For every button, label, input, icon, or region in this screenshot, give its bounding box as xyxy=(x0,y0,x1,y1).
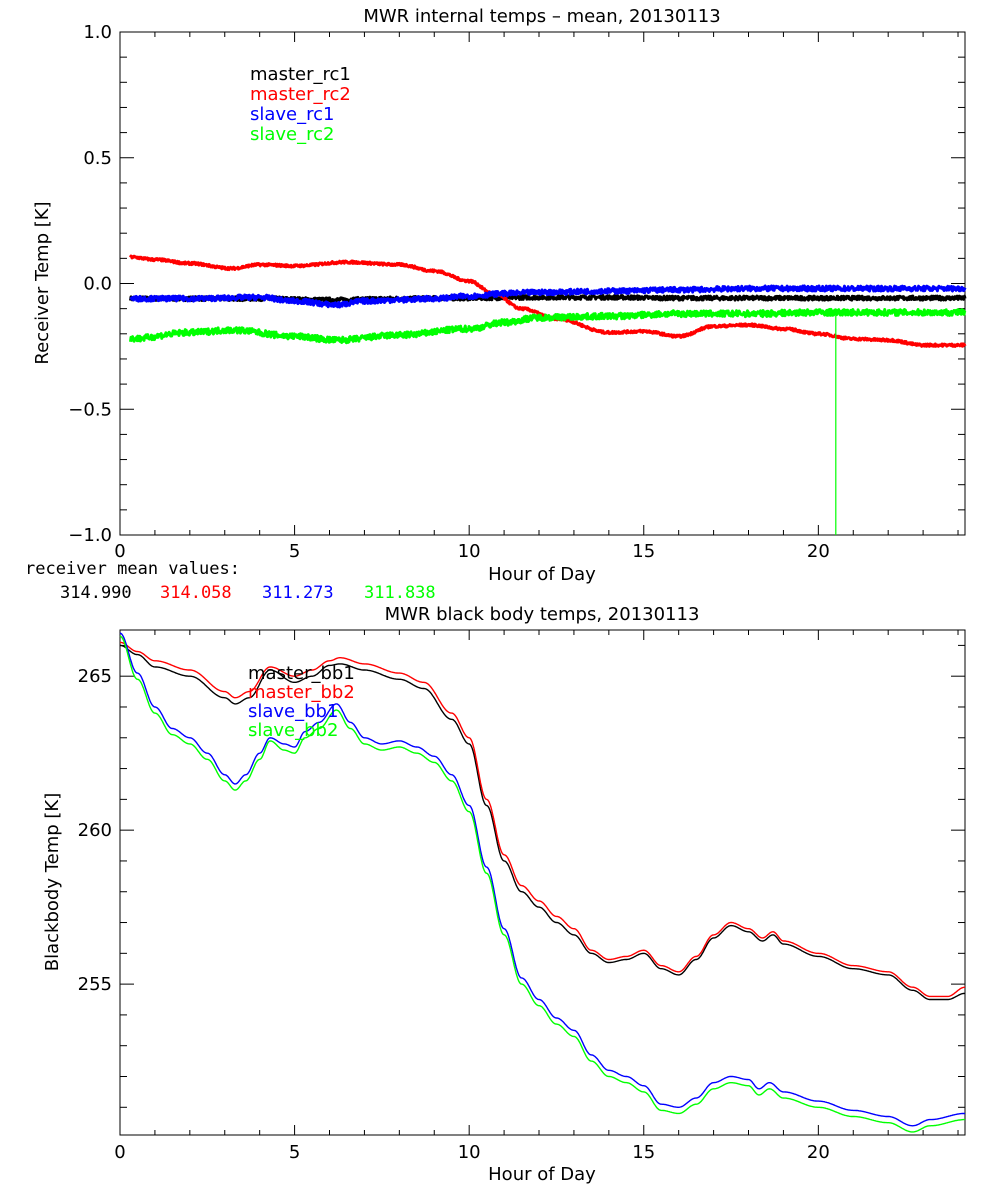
y-tick-label: 255 xyxy=(78,974,112,995)
y-tick-label: −0.5 xyxy=(68,399,112,420)
series-line-slave_bb1 xyxy=(119,632,966,1127)
plot-frame xyxy=(119,629,966,1136)
x-tick-label: 20 xyxy=(807,541,830,562)
receiver-mean-value-3: 311.273 xyxy=(262,583,334,603)
x-tick-label: 10 xyxy=(458,541,481,562)
legend-entry-master_rc2: master_rc2 xyxy=(250,84,351,105)
receiver-mean-value-4: 311.838 xyxy=(364,583,436,603)
y-tick-label: 0.5 xyxy=(83,148,112,169)
series-line-slave_rc2 xyxy=(129,307,967,345)
x-tick-labels: 0 5 10 15 20 xyxy=(114,1142,830,1163)
y-tick-labels: −1.0 −0.5 0.0 0.5 1.0 xyxy=(68,22,112,546)
legend-entry-slave_rc1: slave_rc1 xyxy=(250,104,335,125)
blackbody-temp-chart: MWR black body temps, 20130113 0 5 10 15 20 … xyxy=(42,604,966,1185)
y-axis-label: Blackbody Temp [K] xyxy=(42,793,63,971)
receiver-mean-values: receiver mean values: 314.990 314.058 31… xyxy=(25,559,436,603)
series-group xyxy=(119,632,966,1133)
x-tick-label: 5 xyxy=(289,1142,300,1163)
y-tick-label: 1.0 xyxy=(83,22,112,43)
chart-title: MWR internal temps – mean, 20130113 xyxy=(363,6,720,27)
y-tick-label: 260 xyxy=(78,820,112,841)
x-tick-label: 20 xyxy=(807,1142,830,1163)
x-tick-label: 10 xyxy=(458,1142,481,1163)
chart-title: MWR black body temps, 20130113 xyxy=(385,604,700,625)
tick-marks xyxy=(119,630,965,1135)
receiver-temp-chart: MWR internal temps – mean, 20130113 0 5 10… xyxy=(32,6,967,585)
x-tick-label: 15 xyxy=(632,1142,655,1163)
x-axis-label: Hour of Day xyxy=(488,1164,596,1185)
receiver-mean-value-2: 314.058 xyxy=(160,583,232,603)
legend-entry-slave_bb2: slave_bb2 xyxy=(248,720,338,741)
x-axis-label: Hour of Day xyxy=(488,564,596,585)
y-tick-labels: 255 260 265 xyxy=(78,666,112,995)
series-line-master_bb2 xyxy=(119,641,966,998)
y-tick-label: 265 xyxy=(78,666,112,687)
legend-entry-slave_bb1: slave_bb1 xyxy=(248,701,338,722)
x-tick-label: 0 xyxy=(114,1142,125,1163)
receiver-mean-label: receiver mean values: xyxy=(25,559,240,579)
legend-entry-master_rc1: master_rc1 xyxy=(250,64,351,85)
tick-marks xyxy=(119,31,965,536)
legend-entry-slave_rc2: slave_rc2 xyxy=(250,124,335,145)
x-tick-label: 5 xyxy=(289,541,300,562)
series-group xyxy=(129,254,967,535)
x-tick-label: 0 xyxy=(114,541,125,562)
series-line-slave_rc1 xyxy=(129,284,967,309)
series-line-master_bb1 xyxy=(119,644,965,1001)
y-tick-label: −1.0 xyxy=(68,525,112,546)
x-tick-label: 15 xyxy=(632,541,655,562)
x-tick-labels: 0 5 10 15 20 xyxy=(114,541,830,562)
series-line-slave_bb2 xyxy=(119,635,965,1133)
plot-frame xyxy=(119,31,966,536)
y-axis-label: Receiver Temp [K] xyxy=(32,201,53,364)
y-tick-label: 0.0 xyxy=(83,274,112,295)
legend-entry-master_bb1: master_bb1 xyxy=(248,663,355,684)
legend-entry-master_bb2: master_bb2 xyxy=(248,682,355,703)
receiver-mean-value-1: 314.990 xyxy=(60,583,132,603)
